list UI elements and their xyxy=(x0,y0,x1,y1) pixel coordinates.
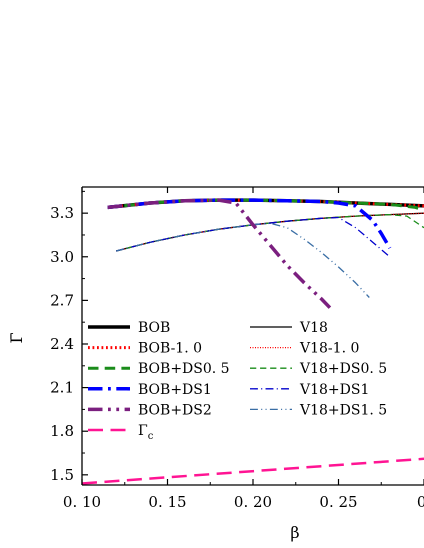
x-tick-label: 0. xyxy=(417,493,424,511)
y-tick-label: 1.8 xyxy=(50,422,74,440)
y-tick-label: 2.4 xyxy=(50,335,74,353)
legend-label-v18-ds1-5: V18+DS1. 5 xyxy=(299,402,387,418)
series-line-bob-ds1 xyxy=(107,198,392,249)
curves-group xyxy=(82,198,424,485)
legend-label-v18: V18 xyxy=(299,320,328,336)
x-tick-label: 0. 10 xyxy=(63,493,101,511)
legend: BOB BOB-1. 0 BOB+DS0. 5 BOB+DS1 BOB+DS2 Γc V18… xyxy=(88,320,387,442)
y-tick-label: 3.0 xyxy=(50,248,74,266)
y-tick-label: 3.3 xyxy=(50,204,74,222)
x-axis-label: β xyxy=(290,523,299,542)
x-tick-label: 0. 15 xyxy=(148,493,186,511)
legend-label-bob-ds1: BOB+DS1 xyxy=(138,382,212,398)
legend-label-bob-ds2: BOB+DS2 xyxy=(138,402,212,418)
legend-label-bob-ds0-5: BOB+DS0. 5 xyxy=(138,361,230,377)
legend-label-bob: BOB xyxy=(138,320,170,336)
series-line-c xyxy=(82,457,424,485)
series-line-v18-ds1-5 xyxy=(116,222,370,298)
legend-label-v18-1-0: V18-1. 0 xyxy=(299,341,359,357)
legend-label-c: Γc xyxy=(138,423,154,442)
legend-label-v18-ds1: V18+DS1 xyxy=(299,382,369,398)
y-tick-label: 1.5 xyxy=(50,466,74,484)
x-tick-label: 0. 20 xyxy=(234,493,272,511)
y-tick-label: 2.1 xyxy=(50,379,74,397)
x-tick-label: 0. 25 xyxy=(319,493,357,511)
series-line-bob-ds2 xyxy=(107,198,332,309)
series-line-bob-ds0-5 xyxy=(107,198,424,212)
ticks-group: 0. 10 0. 15 0. 20 0. 25 0. 1.5 1.8 2.1 2.4 2.7 3.0… xyxy=(50,187,424,511)
series-line-v18-ds1 xyxy=(116,216,391,258)
legend-label-v18-ds0-5: V18+DS0. 5 xyxy=(299,361,387,377)
y-tick-label: 2.7 xyxy=(50,291,74,309)
axes-group xyxy=(81,186,424,486)
legend-label-bob-1-0: BOB-1. 0 xyxy=(138,341,202,357)
legend-label-subscript: c xyxy=(148,431,154,442)
y-axis-label: Γ̄ xyxy=(7,332,26,343)
